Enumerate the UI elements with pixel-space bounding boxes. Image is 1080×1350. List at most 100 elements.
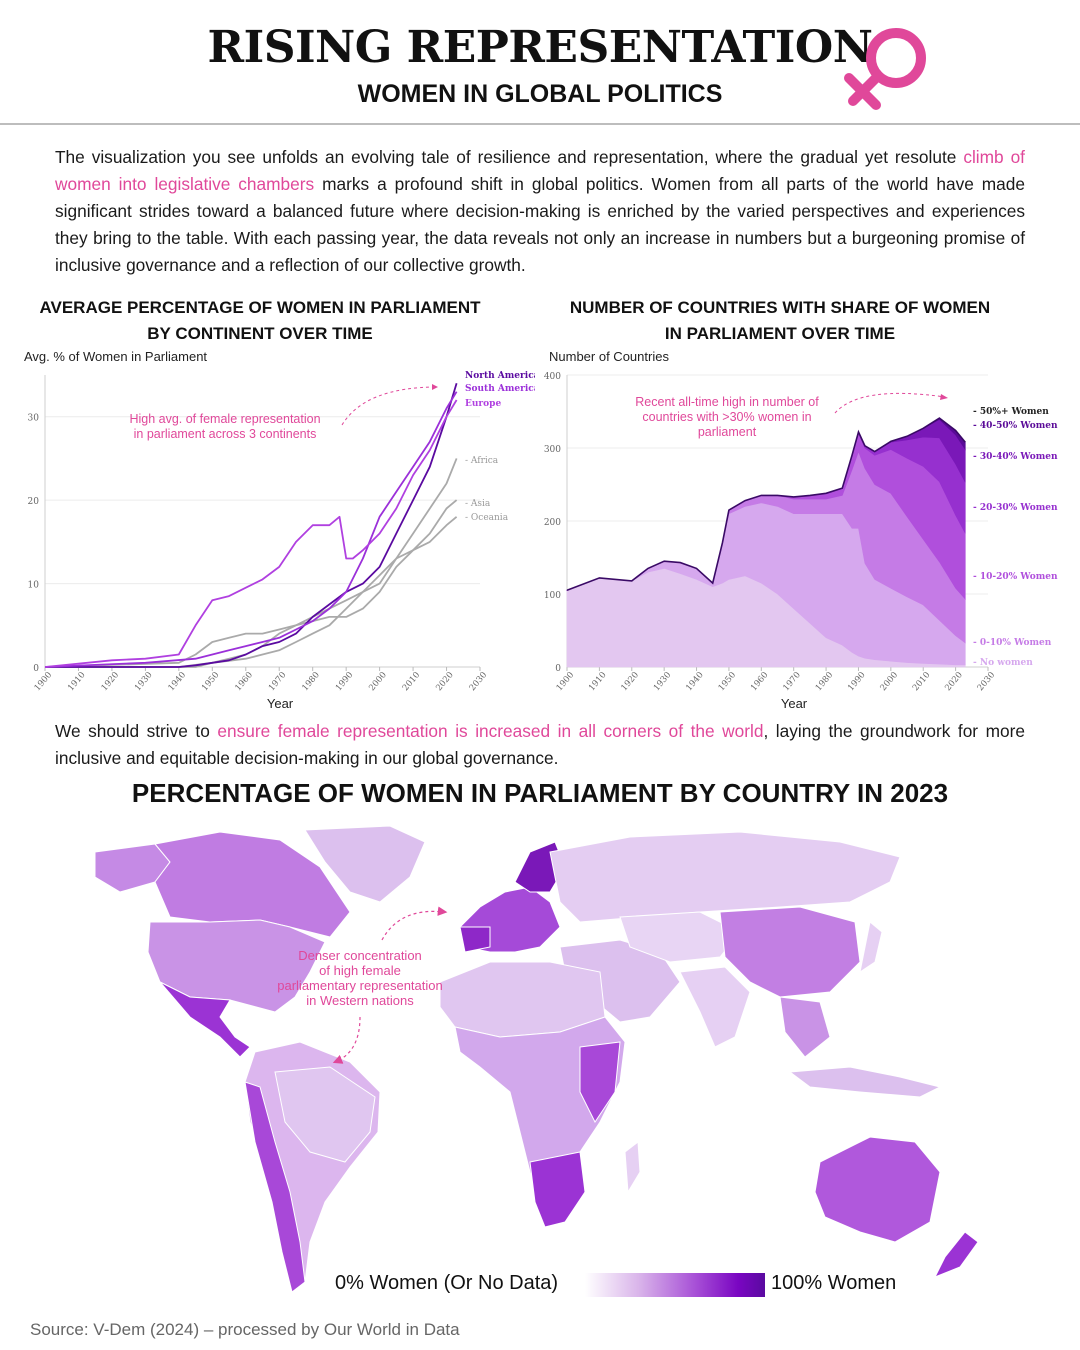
chart2-xtick-label: 1980 <box>814 670 836 693</box>
chart2-ytick-label: 100 <box>544 591 561 601</box>
chart1-ytick-label: 20 <box>28 497 40 507</box>
map-greenland <box>304 825 426 903</box>
chart1-xtick-label: 1920 <box>100 670 122 693</box>
map-indonesia <box>788 1066 942 1098</box>
chart2-xtick-label: 1960 <box>749 670 771 693</box>
map-annotation: Denser concentration of high female parl… <box>277 948 442 1008</box>
chart2-xlabel: Year <box>780 696 808 711</box>
chart2-series-label: - 30-40% Women <box>973 452 1058 462</box>
chart1-xtick-label: 1980 <box>300 670 322 693</box>
chart2-total-outline <box>566 417 966 592</box>
svg-text:of high female: of high female <box>319 963 401 978</box>
chart2-xtick-label: 1990 <box>846 670 868 693</box>
intro-highlight: climb of women into legislative chambers <box>55 147 1025 194</box>
chart1-xtick-label: 1990 <box>334 670 356 693</box>
female-symbol-icon <box>844 28 926 110</box>
outro-text-end: , laying the groundwork for more inclusi… <box>55 721 1025 768</box>
chart2-annotation-line: parliament <box>698 425 757 439</box>
chart1-xtick-label: 1910 <box>66 670 88 693</box>
chart2-ytick-label: 200 <box>544 518 561 528</box>
map-central-asia <box>619 911 741 963</box>
map-australia <box>814 1136 941 1243</box>
chart1-series-line <box>44 391 458 668</box>
chart1-series-label: - Africa <box>465 456 499 466</box>
chart1-xtick-label: 2000 <box>367 670 389 693</box>
chart2-xtick-label: 1940 <box>684 670 706 693</box>
chart2-xtick-label: 1920 <box>619 670 641 693</box>
chart1-xtick-label: 1930 <box>133 670 155 693</box>
chart2-annotation-arrow <box>834 392 946 414</box>
chart1-xtick-label: 1940 <box>167 670 189 693</box>
chart1-annotation-arrow <box>341 386 439 426</box>
chart1-series-line <box>45 458 458 668</box>
map-mexico <box>159 981 251 1058</box>
chart1-annotation-line: in parliament across 3 continents <box>134 427 317 441</box>
map-madagascar <box>624 1141 641 1194</box>
chart2-xtick-label: 2030 <box>976 670 998 693</box>
chart1-series-label: Europe <box>465 399 501 409</box>
legend-low-label: 0% Women (Or No Data) <box>335 1272 559 1294</box>
map-east-africa <box>579 1041 621 1123</box>
chart2-xtick-label: 1930 <box>652 670 674 693</box>
chart2-xtick-label: 2000 <box>879 670 901 693</box>
chart1-series-line <box>45 516 458 668</box>
chart2-series-label: - 0-10% Women <box>973 638 1052 648</box>
chart1-title: AVERAGE PERCENTAGE OF WOMEN IN PARLIAMEN… <box>39 298 481 343</box>
chart1-xtick-label: 1970 <box>267 670 289 693</box>
chart1-series-label: South America <box>465 384 535 394</box>
chart1-series-line <box>44 399 458 668</box>
map-india <box>679 966 751 1048</box>
map-title: PERCENTAGE OF WOMEN IN PARLIAMENT BY COU… <box>131 778 949 808</box>
chart1-series-label: - Asia <box>465 499 491 509</box>
map-new-zealand <box>933 1231 979 1278</box>
chart2-series-label: - 20-30% Women <box>973 503 1058 513</box>
chart2-series-label: - 10-20% Women <box>973 572 1058 582</box>
chart2-series-label: - 40-50% Women <box>973 421 1058 431</box>
map-south-america-west <box>244 1081 306 1293</box>
page-subtitle: WOMEN IN GLOBAL POLITICS <box>357 80 723 108</box>
chart1-xlabel: Year <box>266 696 294 711</box>
chart2-ylabel: Number of Countries <box>549 349 669 364</box>
map-china <box>719 906 861 998</box>
header-divider <box>0 123 1080 125</box>
chart1-xtick-label: 2010 <box>401 670 423 693</box>
chart1-ytick-label: 10 <box>28 581 40 591</box>
chart2-xtick-label: 2020 <box>943 670 965 693</box>
intro-text-end: marks a profound shift in global politic… <box>55 174 1025 275</box>
map-brazil <box>274 1066 376 1163</box>
world-map: Denser concentration of high female parl… <box>94 825 979 1293</box>
chart1-xtick-label: 1950 <box>200 670 222 693</box>
intro-text: The visualization you see unfolds an evo… <box>55 147 964 167</box>
map-arrow-2 <box>332 1016 361 1064</box>
source-note: Source: V-Dem (2024) – processed by Our … <box>30 1320 460 1339</box>
map-arrow-1 <box>381 906 448 941</box>
map-russia <box>549 831 901 923</box>
chart1-series-label: - Oceania <box>465 513 509 523</box>
chart2-annotation-arrowhead <box>940 394 948 400</box>
chart1-ytick-label: 0 <box>33 664 39 674</box>
map-southeast-asia <box>779 996 831 1058</box>
chart1-annotation-arrowhead <box>432 384 438 390</box>
svg-text:in Western nations: in Western nations <box>306 993 414 1008</box>
chart2-annotation-line: Recent all-time high in number of <box>635 395 819 409</box>
chart1-series-line <box>45 383 458 668</box>
chart2-ytick-label: 400 <box>544 372 561 382</box>
intro-paragraph: The visualization you see unfolds an evo… <box>55 144 1025 279</box>
chart2-title: NUMBER OF COUNTRIES WITH SHARE OF WOMEN … <box>569 298 991 343</box>
chart2-ytick-label: 0 <box>555 664 561 674</box>
chart1-xtick-label: 2020 <box>434 670 456 693</box>
chart1-xtick-label: 2030 <box>468 670 490 693</box>
page-title: RISING REPRESENTATION <box>207 22 873 73</box>
svg-text:parliamentary representation: parliamentary representation <box>277 978 442 993</box>
outro-paragraph: We should strive to ensure female repres… <box>55 718 1025 772</box>
map-iberia <box>459 926 491 953</box>
map-southern-africa <box>529 1151 586 1228</box>
chart2-ytick-label: 300 <box>544 445 561 455</box>
chart2-annotation-line: countries with >30% women in <box>642 410 811 424</box>
chart2-series-label: - 50%+ Women <box>973 407 1049 417</box>
legend-high-label: 100% Women <box>771 1272 897 1294</box>
outro-text: We should strive to <box>55 721 218 741</box>
chart2-xtick-label: 1950 <box>717 670 739 693</box>
chart2-xtick-label: 1970 <box>781 670 803 693</box>
